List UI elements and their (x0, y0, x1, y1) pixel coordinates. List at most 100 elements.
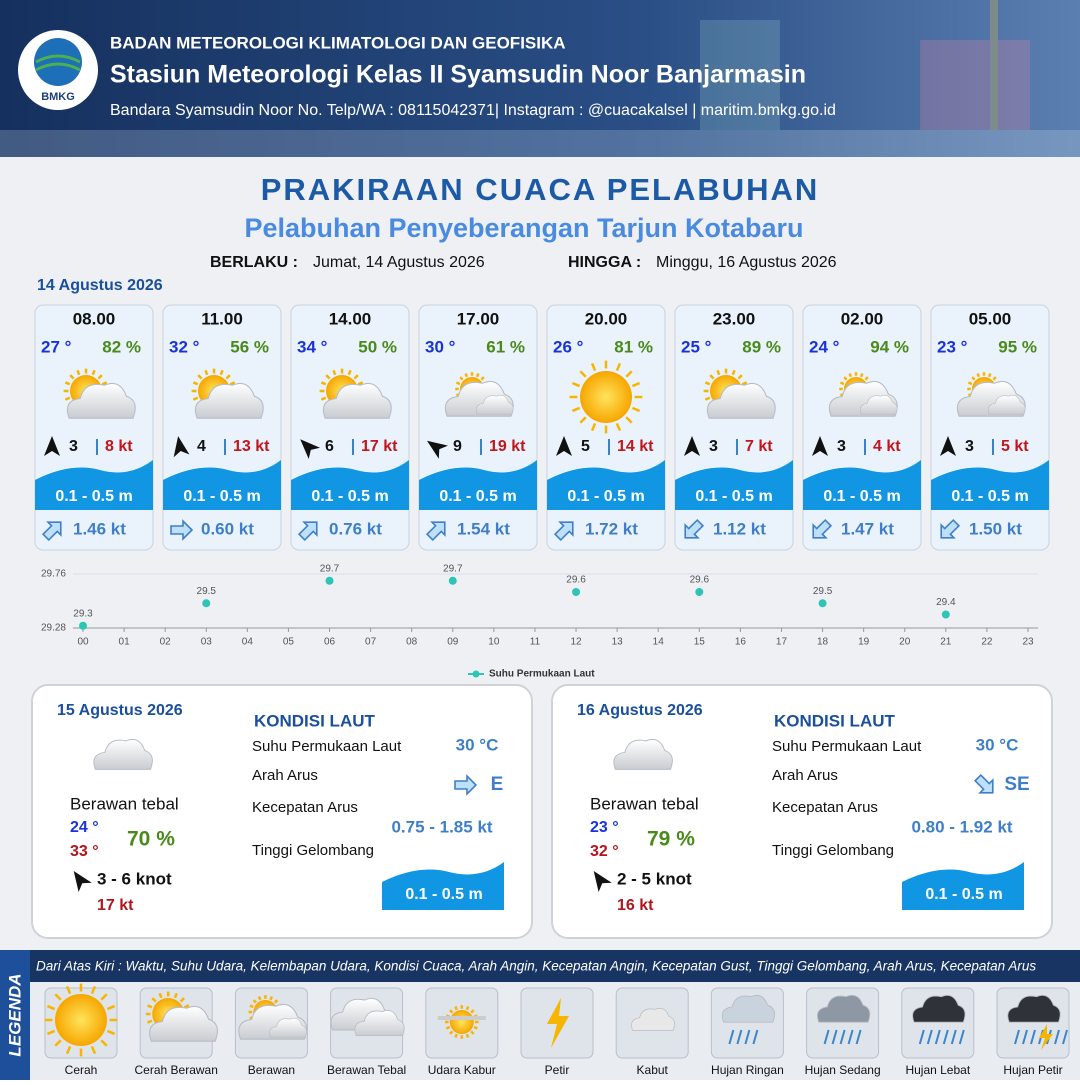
cloud (66, 382, 136, 419)
rain (1030, 1029, 1036, 1045)
valid-label: BERLAKU : (210, 254, 298, 271)
temperature: 32 ° (169, 337, 200, 356)
rain (934, 1029, 941, 1045)
sun-ray (151, 997, 157, 1003)
x-tick-label: 01 (119, 637, 131, 648)
humidity: 70 % (127, 828, 175, 851)
humidity: 81 % (614, 337, 653, 356)
arrow-head (940, 436, 956, 456)
sun-ray (470, 1009, 475, 1014)
sun-ray (590, 362, 597, 372)
sun-ray (864, 376, 869, 381)
point (695, 588, 704, 596)
current-shape (425, 521, 446, 542)
wave-height: 0.1 - 0.5 m (925, 886, 1002, 903)
tmax: 33 ° (70, 843, 99, 860)
sun-ray (65, 985, 72, 995)
cloud (613, 738, 673, 770)
cloud-shape (322, 382, 392, 419)
x-tick-label: 13 (612, 637, 624, 648)
current-speed: 1.47 kt (841, 519, 894, 538)
arrow-head (73, 870, 92, 892)
valid-from: Jumat, 14 Agustus 2026 (313, 254, 485, 271)
data-label: 29.3 (73, 608, 93, 619)
current-speed: 1.50 kt (969, 519, 1022, 538)
sun-ray (100, 1039, 108, 1047)
point (941, 610, 950, 619)
rain (1062, 1029, 1068, 1045)
sun-ray (252, 999, 257, 1004)
sun-ray (65, 1045, 72, 1055)
wind-speed: 5 (581, 438, 590, 455)
temperature: 23 ° (937, 337, 968, 356)
wind: 2 - 5 knot (617, 869, 692, 888)
arrow-head (556, 436, 572, 456)
wave-height: 0.1 - 0.5 m (55, 488, 132, 505)
temperature: 30 ° (425, 337, 456, 356)
logo-text: BMKG (41, 91, 75, 103)
y-tick-label: 29.28 (41, 623, 66, 634)
current-arrow (684, 518, 705, 539)
sea-title: KONDISI LAUT (254, 711, 376, 730)
current-shape (973, 773, 994, 794)
gust: 5 kt (1001, 438, 1029, 455)
sun-ray (320, 396, 327, 401)
sun-ray (704, 396, 711, 401)
current-arrow (812, 518, 833, 539)
sun-ray (69, 374, 75, 380)
rain (839, 1029, 846, 1045)
direction-arrow (940, 436, 956, 456)
arrow-head (426, 440, 448, 459)
gust: 16 kt (617, 897, 654, 914)
time: 08.00 (73, 309, 116, 328)
cloud-shape (93, 738, 153, 770)
arrow-head (173, 436, 190, 458)
humidity: 61 % (486, 337, 525, 356)
sun-ray (987, 373, 992, 378)
gust: 8 kt (105, 438, 133, 455)
sun-ray (615, 422, 622, 432)
current-speed: 1.72 kt (585, 519, 638, 538)
current-shape (454, 774, 478, 796)
subtitle: Pelabuhan Penyeberangan Tarjun Kotabaru (244, 213, 803, 243)
humidity: 94 % (870, 337, 909, 356)
lightning (1039, 1024, 1053, 1050)
wave-height: 0.1 - 0.5 m (695, 488, 772, 505)
rain (926, 1029, 933, 1045)
y-tick-label: 29.76 (41, 569, 66, 580)
cloud (721, 994, 775, 1023)
sun-ray (465, 1033, 470, 1038)
temperature: 25 ° (681, 337, 712, 356)
rain (1022, 1029, 1028, 1045)
sun-ray (76, 369, 81, 376)
condition: Berawan tebal (590, 794, 699, 813)
sun-ray (183, 1004, 190, 1009)
wave-height: 0.1 - 0.5 m (823, 488, 900, 505)
cloud-shape (706, 382, 776, 419)
label: Kecepatan Arus (772, 799, 878, 816)
label: Tinggi Gelombang (252, 842, 374, 859)
sun-ray (91, 369, 96, 376)
rain (736, 1029, 743, 1045)
cloud (1007, 994, 1061, 1023)
gust: 19 kt (489, 438, 526, 455)
legend-item: Berawan (248, 1063, 295, 1077)
sun-ray (590, 422, 597, 432)
time: 14.00 (329, 309, 372, 328)
arrow-head (812, 436, 828, 456)
data-label: 29.5 (813, 586, 833, 597)
wave (382, 862, 504, 910)
cloud-shape (1007, 994, 1061, 1023)
x-tick-label: 08 (406, 637, 418, 648)
gust: 14 kt (617, 438, 654, 455)
sun-ray (445, 1025, 451, 1030)
rain (744, 1029, 751, 1045)
sun-ray (101, 381, 108, 386)
temperature: 27 ° (41, 337, 72, 356)
sun-ray (273, 999, 279, 1004)
sun-ray (465, 1006, 470, 1011)
x-tick-label: 09 (447, 637, 459, 648)
wave (35, 460, 153, 510)
